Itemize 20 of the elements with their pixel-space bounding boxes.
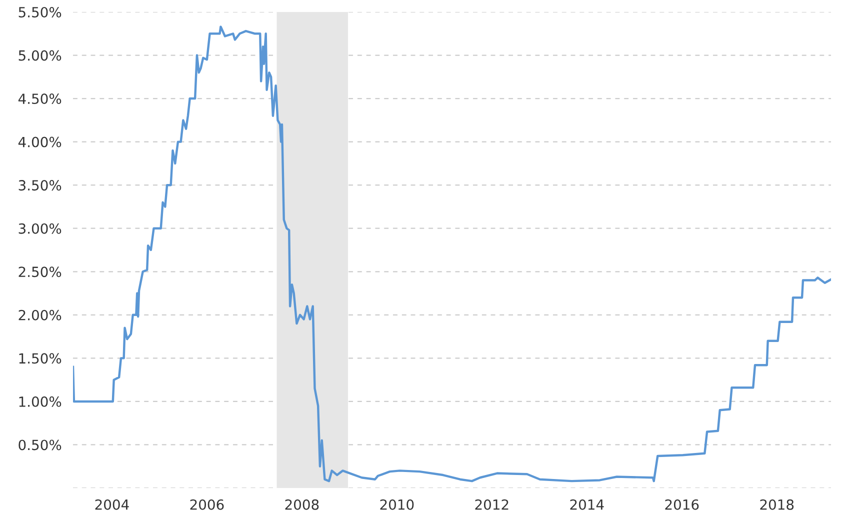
y-tick-label: 3.00% [18, 223, 62, 234]
x-tick-label: 2008 [285, 499, 319, 510]
x-tick-label: 2012 [475, 499, 508, 510]
x-tick-label: 2018 [760, 499, 794, 510]
y-tick-label: 5.50% [18, 6, 62, 18]
line-series [73, 26, 831, 482]
y-tick-label: 2.50% [18, 266, 62, 278]
y-tick-label: 5.00% [18, 50, 62, 61]
x-tick-label: 2006 [190, 499, 224, 510]
y-tick-label: 4.50% [18, 94, 62, 104]
y-tick-label: 1.00% [19, 396, 62, 407]
x-tick-label: 2004 [95, 499, 129, 510]
x-tick-label: 2014 [570, 499, 604, 510]
x-tick-label: 2010 [380, 499, 414, 510]
y-tick-label: 4.00% [18, 136, 62, 148]
y-tick-label: 1.50% [19, 353, 62, 364]
x-tick-label: 2016 [665, 499, 699, 510]
y-tick-label: 0.50% [18, 440, 62, 450]
y-tick-label: 2.00% [18, 310, 62, 320]
y-tick-label: 3.50% [18, 180, 62, 191]
